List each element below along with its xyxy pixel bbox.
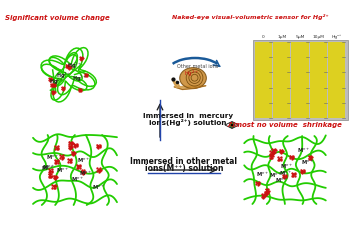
Text: M$^{n+}$: M$^{n+}$: [46, 153, 59, 161]
Text: M$^{n+}$: M$^{n+}$: [297, 146, 310, 155]
Text: 5μM: 5μM: [295, 35, 305, 39]
Text: 1μM: 1μM: [277, 35, 287, 39]
Bar: [310, 42, 327, 118]
Text: Hg$^{2+}$: Hg$^{2+}$: [67, 61, 82, 72]
Text: Immersed in other metal: Immersed in other metal: [131, 157, 238, 167]
Text: Other metal ions: Other metal ions: [177, 64, 218, 69]
Bar: [273, 42, 290, 118]
Text: Hg$^{2+}$: Hg$^{2+}$: [49, 77, 64, 87]
Text: ions(M⁺⁺) solution: ions(M⁺⁺) solution: [145, 165, 223, 173]
Text: M$^{n+}$: M$^{n+}$: [279, 169, 293, 178]
Text: M$^{n+}$: M$^{n+}$: [42, 163, 55, 172]
Bar: [255, 42, 272, 118]
Text: Significant volume change: Significant volume change: [5, 15, 109, 21]
Bar: [273, 42, 290, 118]
Bar: [255, 42, 272, 118]
Bar: [253, 40, 348, 120]
Text: M$^{n+}$: M$^{n+}$: [301, 158, 314, 167]
Text: M$^{n+}$: M$^{n+}$: [71, 175, 84, 184]
Text: 10μM: 10μM: [312, 35, 324, 39]
Text: M$^{n+}$: M$^{n+}$: [269, 171, 282, 180]
Text: Hg²⁺: Hg²⁺: [331, 34, 341, 39]
Circle shape: [231, 124, 233, 126]
Circle shape: [230, 122, 235, 128]
Text: 0: 0: [262, 35, 265, 39]
Text: M$^{n+}$: M$^{n+}$: [79, 170, 92, 179]
Bar: [291, 42, 309, 118]
Polygon shape: [225, 121, 239, 128]
Text: M$^{n+}$: M$^{n+}$: [275, 176, 288, 185]
Text: M$^{n+}$: M$^{n+}$: [256, 170, 269, 179]
Polygon shape: [174, 86, 206, 89]
Text: ions(Hg²⁺) solution: ions(Hg²⁺) solution: [149, 120, 227, 127]
Bar: [328, 42, 345, 118]
Text: Hg$^{2+}$: Hg$^{2+}$: [56, 71, 71, 81]
Text: Almost no volume  shrinkage: Almost no volume shrinkage: [227, 122, 342, 128]
Ellipse shape: [180, 68, 206, 88]
Text: M$^{n+}$: M$^{n+}$: [77, 156, 90, 165]
Bar: [310, 42, 327, 118]
Text: M$^{n+}$: M$^{n+}$: [56, 166, 69, 175]
Bar: [291, 42, 309, 118]
Text: Hg$^{2+}$: Hg$^{2+}$: [184, 69, 200, 80]
Text: Hg$^{2+}$: Hg$^{2+}$: [72, 73, 87, 84]
Text: M$^{n+}$: M$^{n+}$: [41, 164, 54, 172]
Text: M$^{n+}$: M$^{n+}$: [92, 183, 105, 192]
Text: Immersed in  mercury: Immersed in mercury: [143, 113, 233, 119]
Text: Naked-eye visual-volumetric sensor for Hg²⁺: Naked-eye visual-volumetric sensor for H…: [172, 14, 328, 20]
Bar: [328, 42, 345, 118]
Text: M$^{n+}$: M$^{n+}$: [280, 162, 293, 171]
